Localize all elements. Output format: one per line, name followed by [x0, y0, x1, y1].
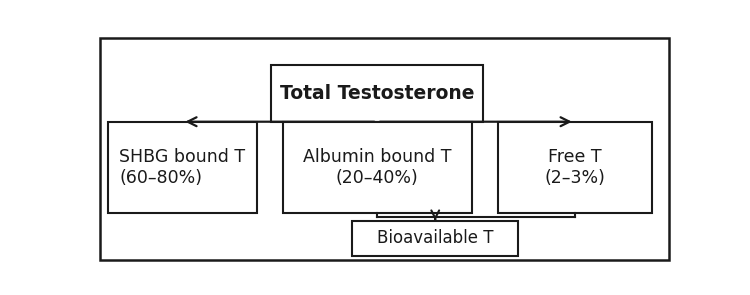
Bar [498, 122, 652, 213]
Text: Bioavailable T: Bioavailable T [377, 229, 494, 247]
Bar [283, 122, 472, 213]
Text: SHBG bound T
(60–80%): SHBG bound T (60–80%) [119, 148, 245, 186]
Bar [271, 65, 483, 122]
Bar [352, 221, 518, 256]
Text: Total Testosterone: Total Testosterone [280, 84, 474, 103]
Bar [108, 122, 256, 213]
Text: Free T
(2–3%): Free T (2–3%) [544, 148, 605, 186]
Text: Albumin bound T
(20–40%): Albumin bound T (20–40%) [303, 148, 452, 186]
